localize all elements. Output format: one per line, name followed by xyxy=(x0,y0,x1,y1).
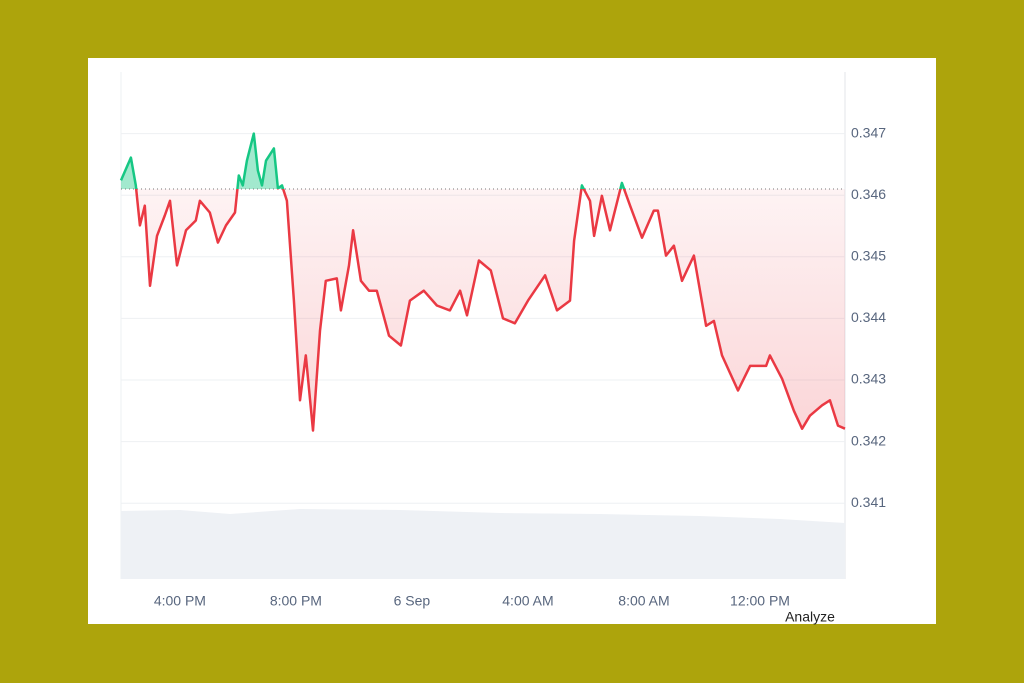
analyze-button[interactable]: Analyze xyxy=(785,609,835,625)
x-tick-label: 6 Sep xyxy=(394,593,431,609)
x-tick-label: 12:00 PM xyxy=(730,593,790,609)
x-tick-label: 8:00 PM xyxy=(270,593,322,609)
x-tick-label: 8:00 AM xyxy=(618,593,669,609)
x-tick-label: 4:00 AM xyxy=(502,593,553,609)
price-line xyxy=(119,132,846,432)
volume-area xyxy=(121,509,845,579)
y-tick-label: 0.343 xyxy=(851,371,886,387)
y-tick-label: 0.347 xyxy=(851,124,886,140)
y-tick-label: 0.346 xyxy=(851,186,886,202)
y-tick-label: 0.345 xyxy=(851,248,886,264)
y-tick-label: 0.342 xyxy=(851,432,886,448)
y-tick-label: 0.341 xyxy=(851,494,886,510)
plot: 0.341 0.342 0.343 0.344 0.345 0.346 0.347 4:00 … xyxy=(119,124,886,609)
y-tick-label: 0.344 xyxy=(851,309,886,325)
x-tick-label: 4:00 PM xyxy=(154,593,206,609)
area-below xyxy=(136,189,845,431)
